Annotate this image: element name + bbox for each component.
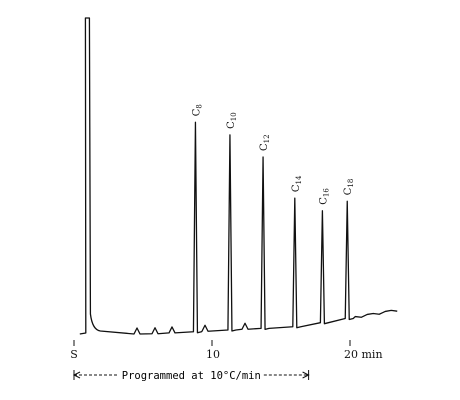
temperature-program-range: Programmed at 10°C/min — [72, 370, 310, 382]
program-arrowhead-left — [72, 371, 81, 379]
x-axis-ticks: S 10 20 min — [70, 340, 383, 361]
peak-label-c10: C10 — [226, 112, 238, 129]
program-label: Programmed at 10°C/min — [122, 370, 261, 382]
peak-label-c8: C8 — [191, 104, 203, 116]
peak-label-c12: C12 — [259, 134, 271, 151]
x-tick-label: 20 min — [344, 348, 383, 361]
program-arrowhead-right — [302, 371, 310, 379]
x-tick-label: 10 — [206, 348, 220, 361]
peak-label-c16: C16 — [318, 188, 330, 205]
peak-label-c18: C18 — [343, 179, 355, 196]
chromatogram-trace — [79, 17, 398, 335]
x-tick-label: S — [70, 348, 78, 361]
peak-label-c14: C14 — [291, 175, 303, 192]
peak-labels: C8 C10 C12 C14 C16 C18 — [191, 104, 355, 205]
